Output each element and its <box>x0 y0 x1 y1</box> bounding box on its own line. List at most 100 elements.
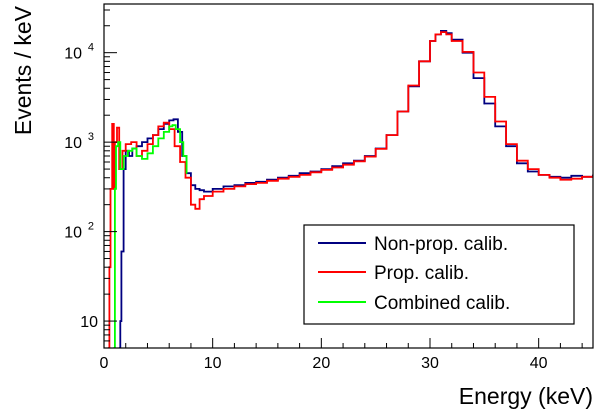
data-point <box>131 147 134 150</box>
data-point <box>385 134 388 136</box>
data-point <box>168 125 170 128</box>
y-tick-label: 10 <box>64 46 82 63</box>
data-point <box>109 188 112 190</box>
data-point <box>277 177 279 180</box>
data-point <box>141 150 143 152</box>
data-point <box>461 51 464 53</box>
data-point <box>184 176 187 179</box>
data-point <box>117 141 119 143</box>
data-point <box>396 110 399 113</box>
data-point <box>179 161 181 163</box>
data-point <box>364 155 366 158</box>
data-point <box>581 175 583 178</box>
data-point <box>120 250 123 253</box>
data-point <box>434 33 437 36</box>
data-point <box>505 145 507 148</box>
data-point <box>287 175 290 178</box>
x-tick-label: 10 <box>204 355 222 372</box>
data-point <box>141 141 143 143</box>
y-tick-exponent: 2 <box>88 221 94 233</box>
data-point <box>198 189 201 192</box>
x-tick-label: 20 <box>312 355 330 372</box>
data-point <box>331 166 334 169</box>
data-point <box>298 174 301 176</box>
data-point <box>211 190 214 193</box>
data-point <box>157 137 160 140</box>
data-point <box>244 183 247 185</box>
data-point <box>233 185 236 188</box>
data-point <box>374 148 377 150</box>
data-point <box>185 172 188 174</box>
data-point <box>537 174 540 176</box>
data-point <box>141 158 143 160</box>
y-tick-label: 10 <box>80 314 98 331</box>
data-point <box>331 165 334 167</box>
data-point <box>483 102 486 105</box>
data-point <box>124 143 127 145</box>
data-point <box>146 143 149 145</box>
data-point <box>162 121 165 124</box>
data-point <box>127 150 129 152</box>
data-point <box>190 203 192 206</box>
data-point <box>320 169 323 171</box>
legend-label-combined: Combined calib. <box>374 293 510 314</box>
data-point <box>516 162 518 165</box>
data-point <box>119 168 122 170</box>
legend: Non-prop. calib. Prop. calib. Combined c… <box>303 224 575 325</box>
data-point <box>570 175 573 177</box>
data-point <box>179 141 181 143</box>
data-point <box>266 179 268 182</box>
legend-label-prop: Prop. calib. <box>374 263 469 284</box>
y-tick-label: 10 <box>64 135 82 152</box>
x-axis-title: Energy (keV) <box>459 383 593 409</box>
data-point <box>472 71 475 74</box>
data-point <box>116 126 118 129</box>
data-point <box>152 134 154 136</box>
data-point <box>505 143 507 145</box>
data-point <box>177 131 179 133</box>
data-point <box>198 198 201 201</box>
data-point <box>450 40 453 42</box>
data-point <box>211 188 214 190</box>
data-point <box>122 155 125 157</box>
data-point <box>174 128 177 130</box>
data-point <box>494 120 497 123</box>
data-point <box>146 152 149 155</box>
data-point <box>440 31 442 33</box>
data-point <box>298 172 301 174</box>
data-point <box>559 178 562 181</box>
data-point <box>146 137 149 140</box>
x-tick-label: 0 <box>100 355 109 372</box>
y-tick-exponent: 4 <box>88 42 94 54</box>
data-point <box>194 188 197 190</box>
data-point <box>130 141 132 143</box>
y-axis-title: Events / keV <box>10 5 36 135</box>
data-point <box>121 150 124 152</box>
data-point <box>157 125 160 128</box>
data-point <box>516 159 518 162</box>
data-point <box>483 96 486 98</box>
data-point <box>309 171 312 174</box>
x-tick-label: 40 <box>530 355 548 372</box>
x-tick-label: 30 <box>421 355 439 372</box>
data-point <box>445 33 448 36</box>
data-point <box>152 145 154 148</box>
data-point <box>342 163 344 166</box>
data-point <box>172 118 175 121</box>
data-point <box>570 177 573 180</box>
data-point <box>222 185 225 188</box>
data-point <box>173 145 176 148</box>
data-point <box>115 145 117 148</box>
legend-box <box>303 224 575 325</box>
data-point <box>494 125 497 128</box>
data-point <box>182 155 185 157</box>
data-point <box>342 162 344 165</box>
data-point <box>111 123 113 125</box>
data-point <box>171 124 174 126</box>
data-point <box>429 40 431 42</box>
data-point <box>472 77 475 79</box>
data-point <box>203 190 205 193</box>
data-point <box>527 168 529 170</box>
